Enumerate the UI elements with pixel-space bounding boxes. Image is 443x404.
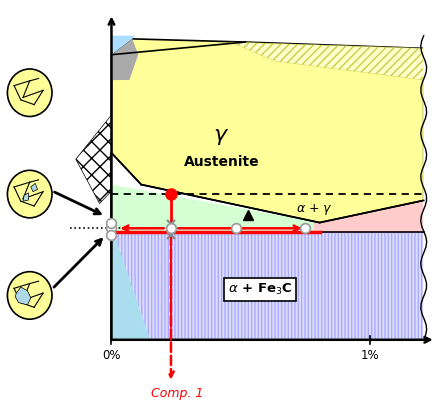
- Text: Comp. 1: Comp. 1: [151, 387, 203, 400]
- Text: Austenite: Austenite: [184, 156, 259, 169]
- Polygon shape: [23, 193, 29, 201]
- Polygon shape: [31, 183, 38, 192]
- Polygon shape: [230, 42, 424, 80]
- Circle shape: [8, 271, 52, 319]
- Text: 0%: 0%: [102, 349, 121, 362]
- Polygon shape: [112, 232, 424, 340]
- Circle shape: [8, 69, 52, 116]
- Polygon shape: [112, 226, 150, 340]
- Text: $\alpha$ + $\gamma$: $\alpha$ + $\gamma$: [296, 202, 332, 217]
- Polygon shape: [112, 36, 135, 55]
- Polygon shape: [112, 39, 138, 80]
- Polygon shape: [112, 39, 424, 223]
- Polygon shape: [112, 185, 320, 232]
- Circle shape: [8, 170, 52, 218]
- Polygon shape: [15, 287, 31, 305]
- Text: $\gamma$: $\gamma$: [214, 127, 229, 147]
- Polygon shape: [76, 115, 112, 204]
- Text: $\alpha$ + Fe$_3$C: $\alpha$ + Fe$_3$C: [228, 282, 292, 297]
- Text: 1%: 1%: [361, 349, 380, 362]
- Polygon shape: [314, 200, 424, 232]
